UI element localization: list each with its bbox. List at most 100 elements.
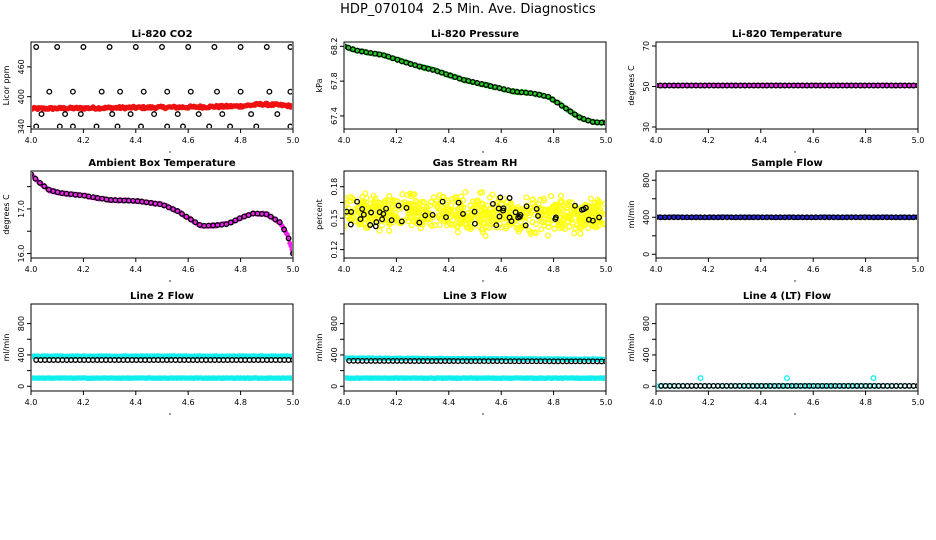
data-point xyxy=(506,195,513,201)
data-point xyxy=(69,88,76,95)
data-point xyxy=(503,204,511,211)
data-point xyxy=(357,216,364,223)
x-tick-label: 4.0 xyxy=(338,398,351,407)
data-point xyxy=(468,207,475,214)
x-tick-label: 4.6 xyxy=(182,265,195,274)
data-point xyxy=(180,123,186,128)
y-tick-label: 400 xyxy=(642,347,651,362)
x-tick-label: 4.2 xyxy=(390,398,403,407)
data-point xyxy=(513,206,520,213)
x-tick-label: 4.8 xyxy=(234,398,247,407)
x-tick-label: 4.8 xyxy=(234,136,247,145)
data-point xyxy=(388,217,395,224)
data-point xyxy=(462,189,469,196)
data-point xyxy=(454,212,461,219)
data-point xyxy=(548,193,555,200)
y-axis-label: kPa xyxy=(315,78,324,92)
data-point xyxy=(568,199,575,206)
data-point xyxy=(572,202,578,209)
data-point xyxy=(56,123,63,128)
data-point xyxy=(287,88,292,95)
data-point xyxy=(368,209,375,216)
data-point xyxy=(520,206,527,213)
data-point xyxy=(77,111,84,118)
data-point xyxy=(489,200,496,207)
plot-frame xyxy=(30,41,294,130)
data-point xyxy=(151,111,158,118)
data-point xyxy=(500,207,507,214)
data-point xyxy=(486,194,494,201)
data-point xyxy=(237,44,244,50)
data-point xyxy=(539,210,547,217)
data-point xyxy=(455,199,462,206)
data-point xyxy=(359,206,366,212)
panel-title: Li-820 CO2 xyxy=(131,29,192,40)
panel-line4: Line 4 (LT) Flow 4.0 4.2 4.4 4.6 4.8 5.0 0 400 80… xyxy=(627,291,924,415)
data-point xyxy=(237,88,244,95)
data-point xyxy=(347,194,354,201)
data-point xyxy=(359,199,366,206)
data-point xyxy=(425,211,432,219)
data-point xyxy=(545,93,552,100)
data-point xyxy=(475,213,482,220)
data-point xyxy=(367,200,374,207)
data-point xyxy=(379,216,386,223)
data-point xyxy=(477,218,484,225)
data-point xyxy=(533,205,540,212)
x-tick-label: 5.0 xyxy=(287,398,300,407)
x-tick-label: 4.8 xyxy=(859,265,872,274)
data-point xyxy=(512,209,519,216)
data-point xyxy=(263,44,270,50)
y-tick-label: 67.4 xyxy=(330,107,339,125)
x-tick-label: 4.4 xyxy=(442,136,455,145)
data-point xyxy=(467,202,474,209)
data-point xyxy=(439,198,446,205)
y-axis-label: ml/min xyxy=(2,334,11,362)
data-point xyxy=(106,44,113,50)
data-point xyxy=(411,205,418,212)
data-point xyxy=(506,214,513,221)
data-point xyxy=(286,236,291,241)
data-point xyxy=(433,198,440,205)
data-point xyxy=(563,214,570,221)
x-tick-label: 4.0 xyxy=(338,265,351,274)
data-point xyxy=(371,203,378,210)
data-point xyxy=(446,220,453,227)
data-point xyxy=(558,102,565,109)
data-point xyxy=(529,218,536,226)
y-tick-label: 68.2 xyxy=(330,37,339,55)
data-point xyxy=(98,88,105,95)
data-point xyxy=(578,206,585,213)
series-line-2-avg xyxy=(33,357,292,363)
data-layer xyxy=(32,172,292,257)
x-tick-label: 4.4 xyxy=(754,265,767,274)
data-point xyxy=(596,214,603,221)
x-tick-label: 5.0 xyxy=(287,265,300,274)
panel-title: Line 3 Flow xyxy=(443,291,507,302)
x-tick-label: 4.8 xyxy=(859,398,872,407)
data-point xyxy=(552,216,559,223)
data-point xyxy=(33,44,40,50)
x-tick-label: 4.8 xyxy=(547,136,560,145)
series-flow-2-5-min-avg xyxy=(657,214,917,221)
panel-title: Gas Stream RH xyxy=(433,158,518,169)
data-point xyxy=(195,111,202,118)
data-point xyxy=(515,228,522,235)
data-point xyxy=(232,217,239,224)
data-point xyxy=(174,208,181,215)
x-tick-label: 4.4 xyxy=(129,398,142,407)
data-point xyxy=(416,205,423,213)
x-tick-label: 4.2 xyxy=(702,265,715,274)
data-point xyxy=(507,201,514,208)
data-point xyxy=(870,375,877,382)
series-co2-1-sec xyxy=(32,100,292,112)
data-point xyxy=(492,216,499,223)
x-tick-label: 4.4 xyxy=(442,265,455,274)
x-tick-label: 5.0 xyxy=(912,398,925,407)
data-point xyxy=(603,375,605,381)
y-tick-label: 17.0 xyxy=(17,200,26,218)
panel-co2: Li-820 CO2 4.0 4.2 4.4 4.6 4.8 5.0 340 400 460 Lic… xyxy=(2,29,299,153)
x-tick-label: 4.4 xyxy=(129,265,142,274)
data-point xyxy=(253,123,260,128)
